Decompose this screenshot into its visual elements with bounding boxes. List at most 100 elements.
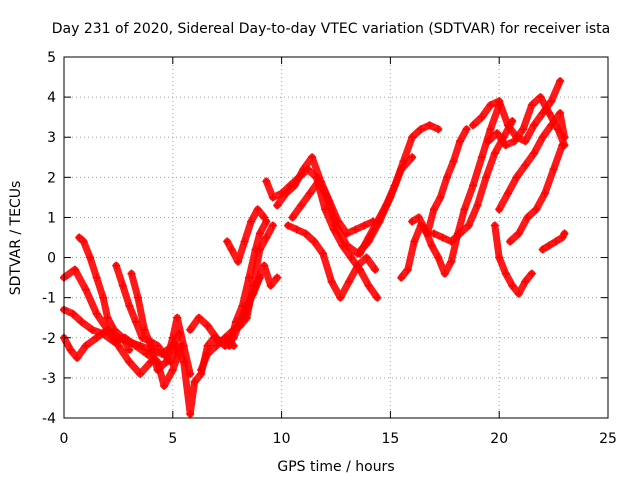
data-point-marker xyxy=(234,257,243,266)
data-point-marker xyxy=(490,149,499,158)
data-point-marker xyxy=(247,217,256,226)
data-point-marker xyxy=(332,221,340,230)
data-point-marker xyxy=(362,253,371,262)
data-point-marker xyxy=(323,193,332,202)
data-point-marker xyxy=(125,301,134,310)
data-point-marker xyxy=(473,201,482,210)
data-point-marker xyxy=(125,357,134,366)
data-point-marker xyxy=(527,269,536,278)
data-point-marker xyxy=(305,189,314,198)
data-point-marker xyxy=(510,137,519,146)
data-point-marker xyxy=(373,293,382,302)
data-point-marker xyxy=(227,245,236,254)
data-point-marker xyxy=(212,341,221,350)
x-tick-label: 10 xyxy=(273,431,291,447)
data-area xyxy=(60,77,569,418)
y-axis-label: SDTVAR / TECUs xyxy=(8,181,24,296)
series-trace xyxy=(430,117,516,245)
data-point-marker xyxy=(556,77,565,86)
data-point-marker xyxy=(390,181,399,190)
data-point-marker xyxy=(240,237,249,246)
data-point-marker xyxy=(532,205,541,214)
series-trace xyxy=(284,222,379,302)
y-tick-label: 1 xyxy=(47,210,56,226)
data-point-marker xyxy=(92,273,101,282)
data-point-marker xyxy=(133,293,142,302)
data-point-marker xyxy=(421,225,430,234)
data-point-marker xyxy=(262,177,271,186)
series-arc-11 xyxy=(223,205,269,266)
data-point-marker xyxy=(301,229,310,238)
series-arc-15 xyxy=(284,221,380,302)
data-point-marker xyxy=(318,249,327,258)
data-point-marker xyxy=(273,201,282,210)
data-point-marker xyxy=(560,133,569,142)
data-point-marker xyxy=(268,193,277,202)
data-point-marker xyxy=(382,201,391,210)
data-point-marker xyxy=(342,241,351,250)
data-point-marker xyxy=(436,193,445,202)
data-point-marker xyxy=(253,277,262,286)
data-point-marker xyxy=(103,313,112,322)
data-point-marker xyxy=(266,281,275,290)
data-point-marker xyxy=(299,165,308,174)
data-point-marker xyxy=(355,249,364,258)
data-point-marker xyxy=(281,189,290,198)
data-point-marker xyxy=(506,237,515,246)
data-point-marker xyxy=(495,205,504,214)
series-trace xyxy=(506,141,566,245)
y-tick-label: 2 xyxy=(47,170,56,186)
data-point-marker xyxy=(545,109,554,118)
data-point-marker xyxy=(434,253,443,262)
x-tick-label: 20 xyxy=(490,431,508,447)
data-point-marker xyxy=(536,93,545,102)
series-arc-12 xyxy=(240,261,282,322)
data-point-marker xyxy=(273,273,282,282)
data-point-marker xyxy=(186,409,195,418)
data-point-marker xyxy=(221,333,230,342)
data-point-marker xyxy=(551,237,560,246)
data-point-marker xyxy=(253,205,262,214)
data-point-marker xyxy=(118,333,127,342)
data-point-marker xyxy=(203,321,212,330)
data-point-marker xyxy=(260,261,269,270)
data-point-marker xyxy=(194,313,203,322)
data-point-marker xyxy=(399,157,408,166)
data-point-marker xyxy=(99,293,108,302)
data-point-marker xyxy=(540,189,549,198)
data-point-marker xyxy=(240,313,249,322)
data-point-marker xyxy=(425,121,434,130)
data-point-marker xyxy=(434,125,443,134)
series-arc-25 xyxy=(506,141,567,246)
x-tick-label: 5 xyxy=(168,431,177,447)
data-point-marker xyxy=(131,317,140,326)
data-point-marker xyxy=(244,273,253,282)
y-tick-label: -1 xyxy=(42,291,56,307)
data-point-marker xyxy=(501,141,510,150)
data-point-marker xyxy=(203,341,212,350)
y-tick-label: 5 xyxy=(47,50,56,66)
data-point-marker xyxy=(484,137,493,146)
data-point-marker xyxy=(147,341,156,350)
data-point-marker xyxy=(92,333,101,342)
data-point-marker xyxy=(490,221,499,230)
data-point-marker xyxy=(442,173,451,182)
data-point-marker xyxy=(284,221,293,230)
data-point-marker xyxy=(140,325,149,334)
y-tick-label: 4 xyxy=(47,90,56,106)
data-point-marker xyxy=(371,265,380,274)
data-point-marker xyxy=(486,101,495,110)
data-point-marker xyxy=(538,245,547,254)
data-point-marker xyxy=(364,233,373,242)
data-point-marker xyxy=(514,229,523,238)
data-point-marker xyxy=(429,205,438,214)
data-point-marker xyxy=(179,357,188,366)
data-point-marker xyxy=(493,129,502,138)
data-point-marker xyxy=(81,341,90,350)
series-trace xyxy=(241,262,281,322)
data-point-marker xyxy=(456,137,465,146)
series-arc-17 xyxy=(355,121,443,258)
data-point-marker xyxy=(203,349,212,358)
series-trace xyxy=(60,326,155,378)
